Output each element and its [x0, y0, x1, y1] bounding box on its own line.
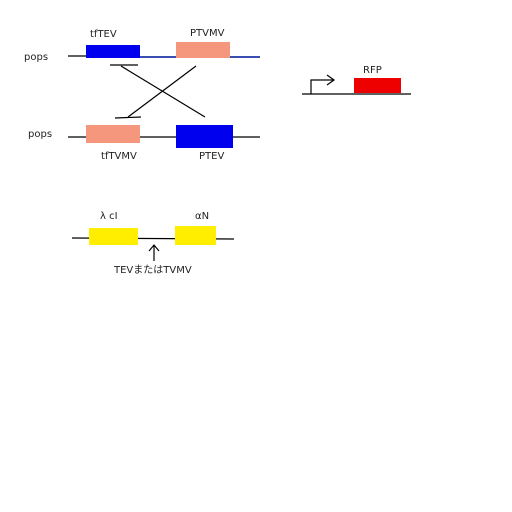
- connector: [127, 65, 197, 118]
- gene-label: PTVMV: [190, 28, 225, 39]
- gene-box: [86, 45, 140, 58]
- gene-box: [354, 78, 401, 93]
- gene-label: RFP: [363, 65, 382, 76]
- cleavage-arrowhead: [148, 244, 160, 252]
- gene-label: αN: [195, 211, 209, 222]
- promoter-label: pops: [24, 52, 48, 63]
- gene-box: [175, 226, 216, 245]
- gene-label: tfTVMV: [101, 151, 137, 162]
- gene-label: tfTEV: [90, 29, 117, 40]
- promoter-arrowhead: [326, 74, 336, 86]
- promoter-label: pops: [28, 129, 52, 140]
- gene-box: [176, 42, 230, 58]
- gene-label: PTEV: [199, 151, 224, 162]
- gene-box: [176, 125, 233, 148]
- connector: [114, 116, 142, 119]
- gene-box: [89, 228, 138, 245]
- promoter-arrow: [310, 79, 333, 94]
- cleavage-label: TEVまたはTVMV: [113, 264, 192, 276]
- gene-label: λ cI: [100, 211, 118, 222]
- gene-box: [86, 125, 140, 143]
